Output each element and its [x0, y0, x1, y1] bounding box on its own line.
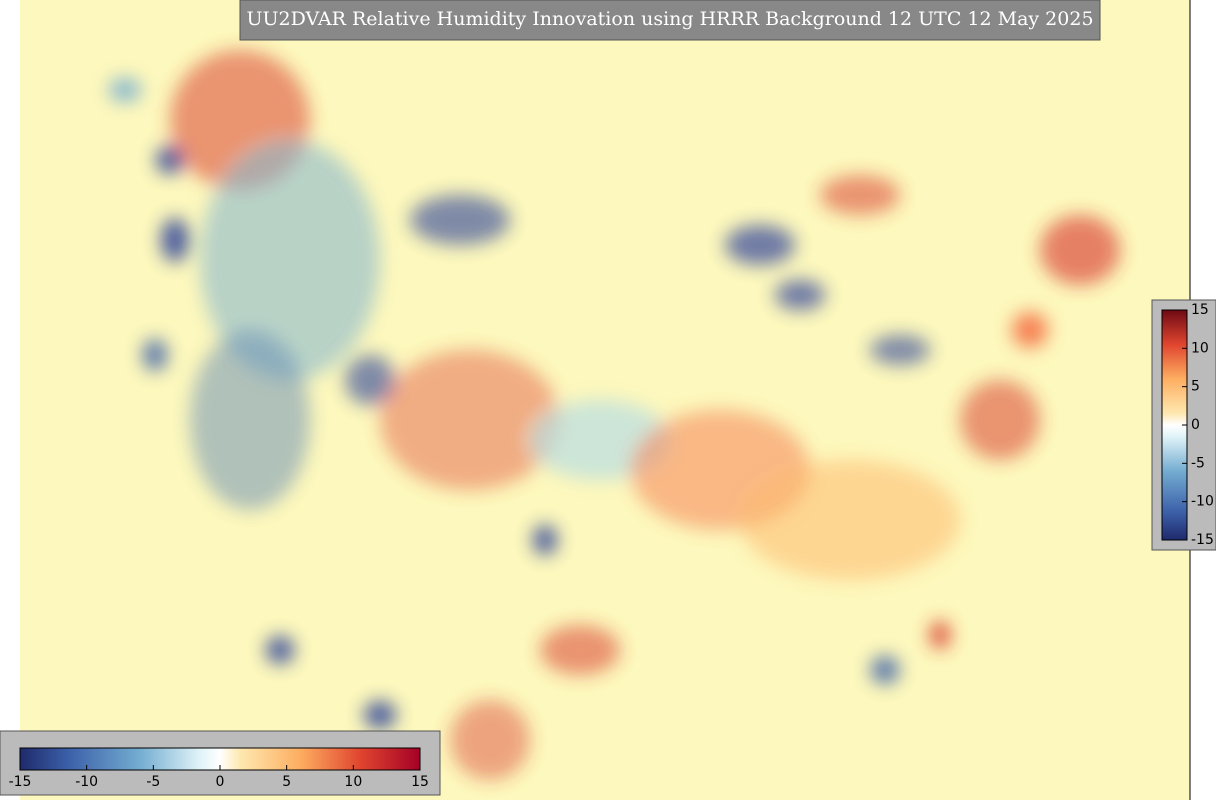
colorbar-tick-label: 15	[411, 774, 429, 790]
colorbar-tick-label: 10	[1191, 340, 1209, 356]
vertical-colorbar: 15 10 5 0 -5 -10 -15	[1151, 299, 1216, 551]
colorbar-tick-label: 5	[282, 774, 291, 790]
colorbar-tick-label: -15	[9, 774, 32, 790]
colorbar-tick-label: -15	[1191, 532, 1214, 548]
colorbar-tick-label: -10	[1191, 494, 1214, 510]
colorbar-tick-label: -10	[75, 774, 98, 790]
map	[20, 0, 1191, 800]
colorbar-tick-label: -5	[1191, 455, 1205, 471]
title: UU2DVAR Relative Humidity Innovation usi…	[246, 8, 1093, 30]
colorbar-tick-label: 5	[1191, 379, 1200, 395]
innovation-field	[109, 50, 1120, 780]
horizontal-colorbar: -15 -10 -5 0 5 10 15	[0, 730, 441, 796]
colorbar-tick-label: 0	[1191, 417, 1200, 433]
colorbar-tick-label: -5	[146, 774, 160, 790]
title-box	[239, 0, 1101, 41]
colorbar-tick-label: 0	[216, 774, 225, 790]
colorbar-tick-label: 10	[344, 774, 362, 790]
colorbar-tick-label: 15	[1191, 302, 1209, 318]
